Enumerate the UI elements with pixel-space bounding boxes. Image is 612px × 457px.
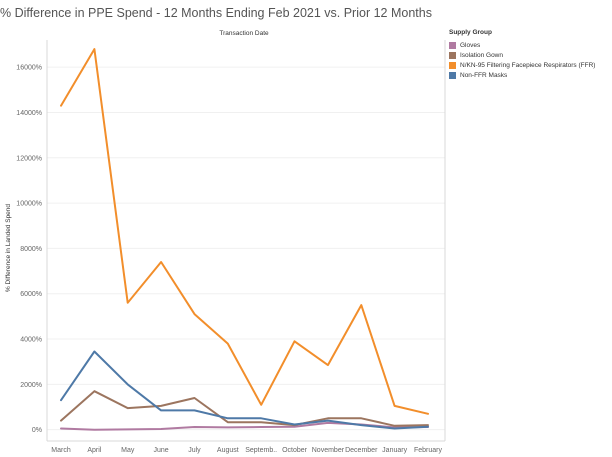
legend-label: N/KN-95 Filtering Facepiece Respirators … [460,61,596,69]
x-axis-header: Transaction Date [219,30,269,37]
y-tick-label: 14000% [16,110,42,117]
legend-swatch [449,61,456,69]
x-tick-label: January [382,447,407,454]
y-tick-label: 0% [32,427,42,434]
legend-items: Gloves Isolation Gown N/KN-95 Filtering Fa… [449,40,595,80]
legend-item-n-kn-95-filtering-facepiece-respirators-ffr[interactable]: N/KN-95 Filtering Facepiece Respirators … [449,60,595,70]
y-tick-label: 4000% [20,337,42,344]
x-tick-label: March [51,447,71,454]
legend-swatch [449,71,456,79]
x-tick-label: October [282,447,308,454]
y-tick-label: 10000% [16,201,42,208]
x-tick-label: December [345,447,378,454]
x-tick-label: August [217,447,239,454]
y-tick-label: 12000% [16,155,42,162]
legend-title: Supply Group [449,29,492,36]
legend-swatch [449,51,456,59]
series-line-isolation-gown [60,390,429,427]
series-line-n-kn-95-filtering-facepiece-respirators-ffr [60,48,429,415]
plot-area [46,40,446,442]
x-tick-label: July [188,447,201,454]
y-tick-label: 2000% [20,382,42,389]
legend-item-isolation-gown[interactable]: Isolation Gown [449,50,595,60]
legend-label: Gloves [460,41,481,49]
y-axis-ticks: 0% 2000% 4000% 6000% 8000% 10000% 12000% 14000%… [16,65,42,434]
x-tick-label: May [121,447,135,454]
legend-item-non-ffr-masks[interactable]: Non-FFR Masks [449,70,595,80]
series-line-non-ffr-masks [60,350,429,430]
legend-label: Non-FFR Masks [460,71,508,79]
legend: Supply Group Gloves Isolation Gown N/KN-95… [449,29,595,80]
x-tick-label: Septemb.. [245,447,277,454]
legend-label: Isolation Gown [460,51,503,59]
x-tick-label: June [153,447,168,454]
x-axis-ticks: March April May June July August Septemb.. Octo… [51,447,442,454]
legend-swatch [449,41,456,49]
x-tick-label: November [312,447,345,454]
grid-lines [47,66,445,431]
y-tick-label: 16000% [16,65,42,72]
legend-item-gloves[interactable]: Gloves [449,40,595,50]
series-lines [60,48,429,431]
chart-title: % Difference in PPE Spend - 12 Months En… [0,6,432,20]
y-tick-label: 8000% [20,246,42,253]
x-tick-label: February [414,447,443,454]
y-axis-title: % Difference in Landed Spend [5,204,12,292]
x-tick-label: April [87,447,101,454]
y-tick-label: 6000% [20,291,42,298]
